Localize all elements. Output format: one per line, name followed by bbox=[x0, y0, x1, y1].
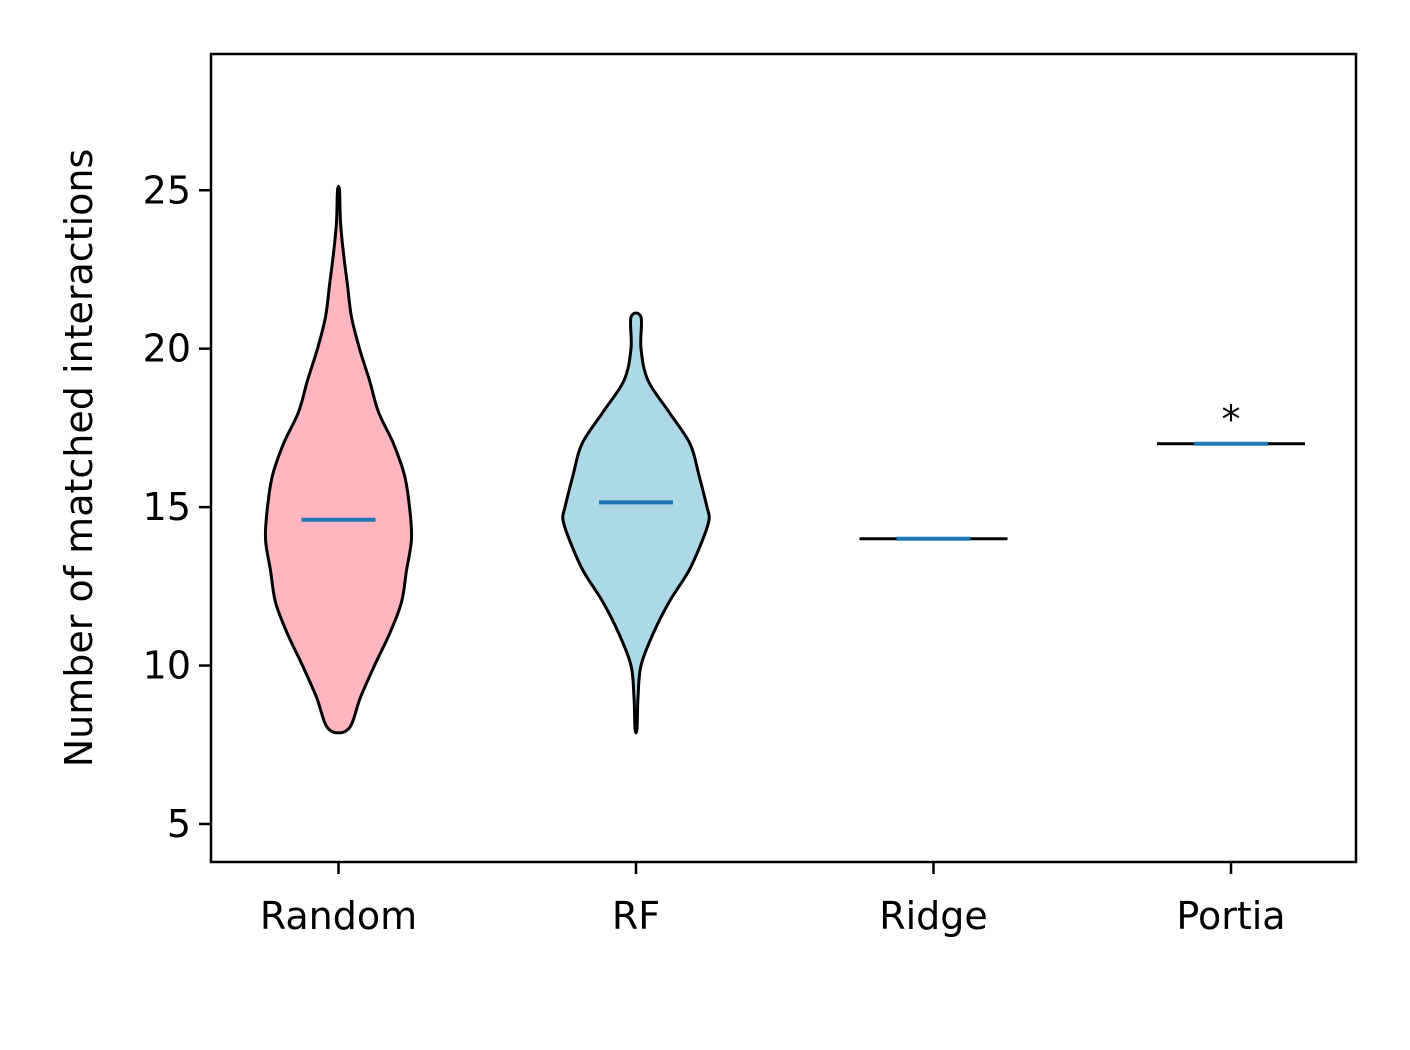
y-tick-label: 20 bbox=[143, 327, 191, 371]
annotation-portia: * bbox=[1222, 398, 1241, 442]
y-tick-label: 5 bbox=[167, 802, 191, 846]
y-tick-label: 10 bbox=[143, 644, 191, 688]
x-tick-label: Ridge bbox=[879, 894, 988, 938]
x-axis: Random RF Ridge Portia bbox=[260, 862, 1286, 938]
plot-background bbox=[211, 54, 1356, 862]
violins-layer: * bbox=[263, 184, 1305, 735]
plot-frame bbox=[209, 52, 1358, 864]
x-tick-label: Random bbox=[260, 894, 417, 938]
y-tick-label: 15 bbox=[143, 485, 191, 529]
y-tick-label: 25 bbox=[143, 168, 191, 212]
x-tick-label: Portia bbox=[1176, 894, 1285, 938]
violin-rf bbox=[561, 311, 711, 735]
y-axis-label: Number of matched interactions bbox=[57, 149, 101, 768]
x-tick-label: RF bbox=[612, 894, 660, 938]
y-axis: 5 10 15 20 25 bbox=[143, 168, 211, 846]
violin-random bbox=[263, 184, 414, 735]
